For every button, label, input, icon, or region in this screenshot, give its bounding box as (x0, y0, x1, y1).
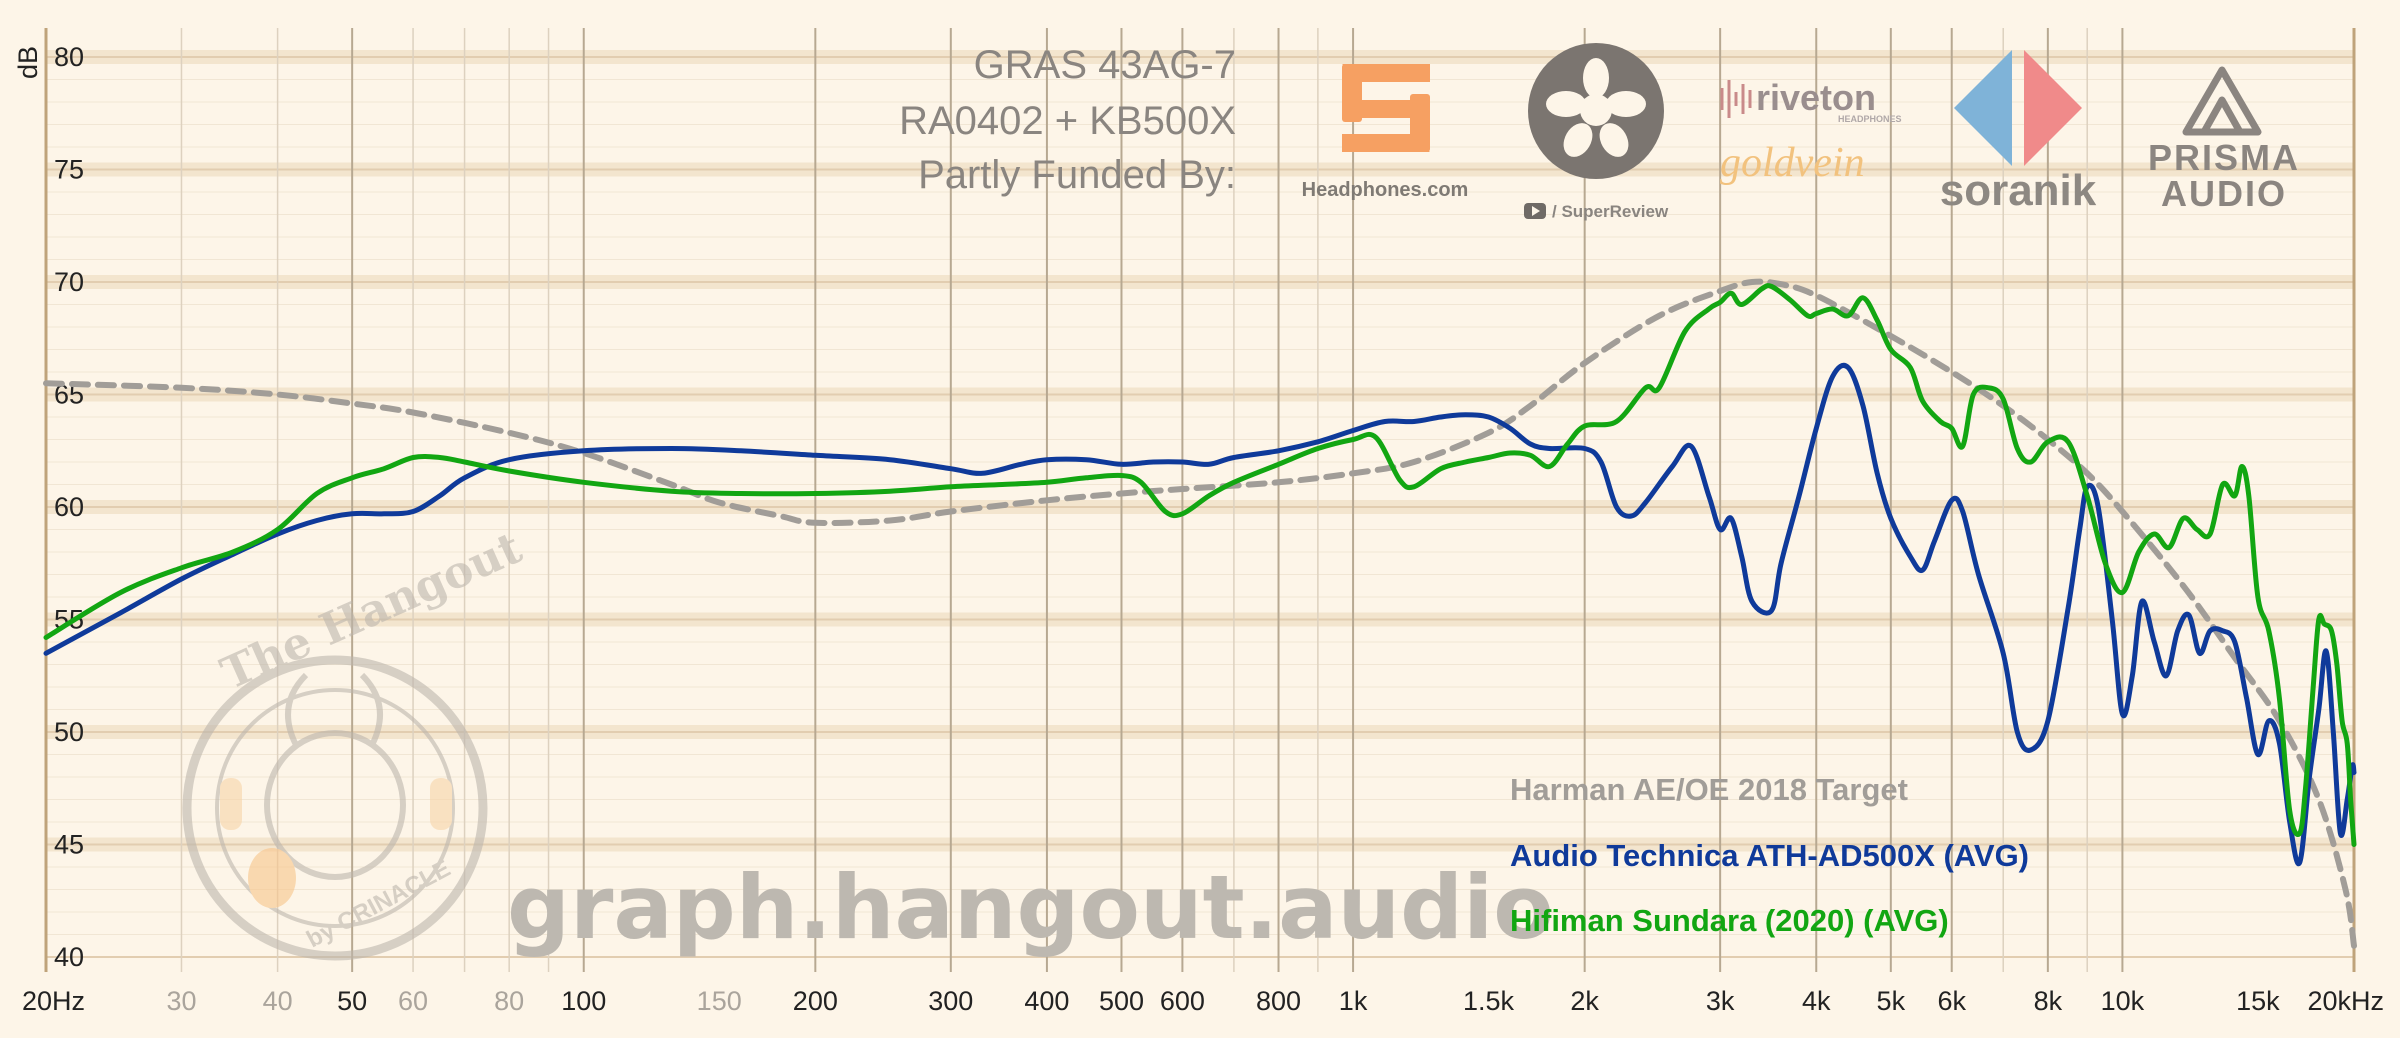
legend: Harman AE/OE 2018 Target Audio Technica … (1510, 772, 2029, 938)
x-tick-label: 1.5k (1463, 986, 1515, 1016)
x-tick-label: 150 (697, 986, 742, 1016)
funded-by: Partly Funded By: (918, 153, 1236, 197)
x-tick-label: 60 (398, 986, 428, 1016)
prisma-text: PRISMA (2148, 137, 2300, 178)
riveton-subtext: HEADPHONES (1838, 114, 1902, 124)
x-tick-label: 20Hz (22, 986, 85, 1016)
y-tick-label: 50 (54, 717, 84, 747)
x-tick-label: 30 (166, 986, 196, 1016)
y-tick-label: 70 (54, 267, 84, 297)
x-tick-label: 500 (1099, 986, 1144, 1016)
audio-text: AUDIO (2161, 173, 2287, 214)
x-tick-label: 800 (1256, 986, 1301, 1016)
x-tick-label: 10k (2101, 986, 2145, 1016)
x-tick-label: 4k (1802, 986, 1831, 1016)
legend-target: Harman AE/OE 2018 Target (1510, 772, 1908, 807)
x-tick-label: 5k (1877, 986, 1906, 1016)
x-tick-label: 400 (1024, 986, 1069, 1016)
x-tick-label: 200 (793, 986, 838, 1016)
y-tick-label: 60 (54, 492, 84, 522)
y-tick-label: 75 (54, 155, 84, 185)
x-tick-label: 6k (1937, 986, 1966, 1016)
riveton-logo: riveton HEADPHONES goldvein (1720, 77, 1902, 186)
x-tick-label: 20kHz (2307, 986, 2384, 1016)
x-tick-label: 300 (928, 986, 973, 1016)
superreview-logo: / SuperReview (1524, 43, 1669, 221)
superreview-text: / SuperReview (1552, 202, 1669, 221)
x-tick-label: 600 (1160, 986, 1205, 1016)
x-tick-label: 50 (337, 986, 367, 1016)
goldvein-text: goldvein (1720, 140, 1865, 186)
x-tick-label: 2k (1570, 986, 1599, 1016)
y-tick-label: 80 (54, 42, 84, 72)
ad500x-curve (43, 362, 2357, 867)
x-tick-labels: 20Hz 30 40 50 60 80 100 150 200 300 400 500 600 800 1k… (22, 986, 2384, 1016)
legend-series-ad500x: Audio Technica ATH-AD500X (AVG) (1510, 838, 2029, 873)
soranik-text: soranik (1940, 166, 2097, 215)
y-axis-label: dB (13, 46, 43, 79)
prisma-audio-logo: PRISMA AUDIO (2148, 66, 2300, 214)
riveton-wave-icon (1720, 80, 1752, 118)
x-tick-label: 100 (561, 986, 606, 1016)
y-tick-label: 45 (54, 830, 84, 860)
x-tick-label: 40 (263, 986, 293, 1016)
x-tick-label: 15k (2236, 986, 2280, 1016)
rig-config: RA0402 + KB500X (899, 99, 1236, 143)
x-tick-label: 1k (1339, 986, 1368, 1016)
site-watermark: graph.hangout.audio (507, 856, 1554, 959)
soranik-logo: soranik (1940, 50, 2097, 215)
soranik-left-icon (1954, 50, 2012, 166)
riveton-text: riveton (1756, 77, 1876, 118)
headphones-com-icon (1342, 64, 1430, 152)
soranik-right-icon (2024, 50, 2082, 166)
vertical-gridlines (45, 28, 2355, 972)
rig-name: GRAS 43AG-7 (974, 43, 1236, 87)
curves (43, 278, 2357, 949)
x-tick-label: 3k (1706, 986, 1735, 1016)
headphones-com-logo: Headphones.com (1302, 64, 1469, 201)
prisma-mountain-icon (2182, 66, 2262, 136)
mascot-icon (264, 730, 406, 880)
horizontal-bands (46, 50, 2354, 958)
y-tick-label: 40 (54, 942, 84, 972)
x-tick-label: 8k (2034, 986, 2063, 1016)
legend-series-sundara: Hifiman Sundara (2020) (AVG) (1510, 903, 1949, 938)
x-tick-label: 80 (494, 986, 524, 1016)
headphones-com-text: Headphones.com (1302, 179, 1469, 201)
sundara-curve (43, 283, 2357, 847)
